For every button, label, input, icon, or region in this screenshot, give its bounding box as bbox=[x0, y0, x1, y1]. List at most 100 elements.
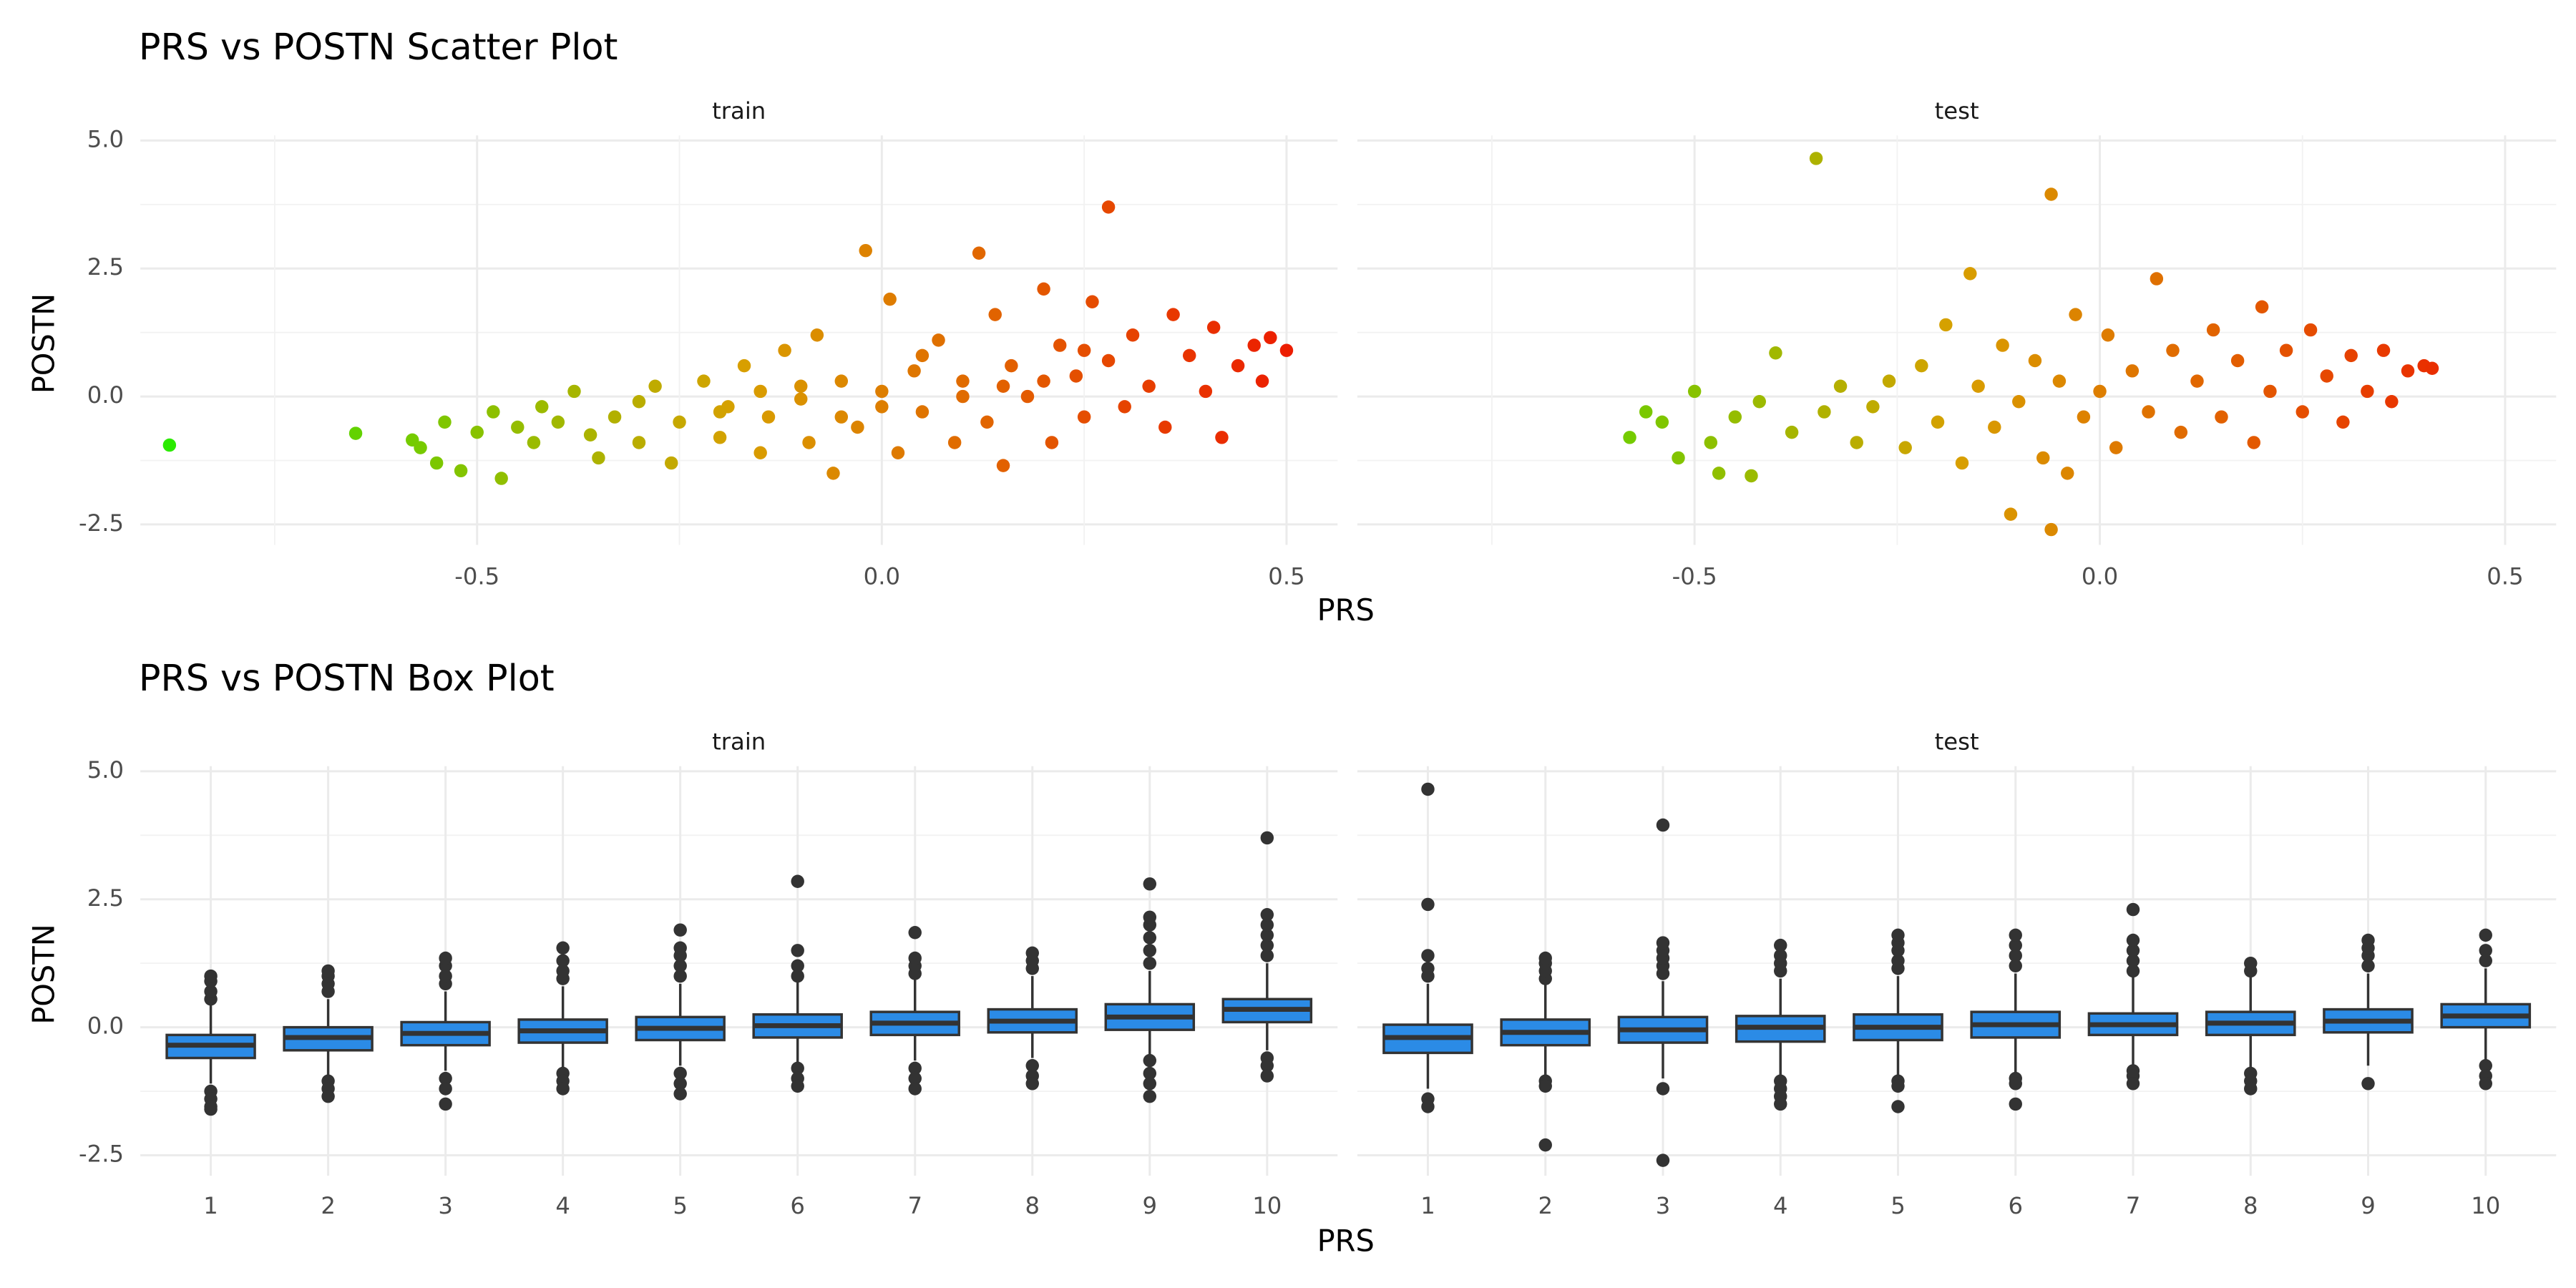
point bbox=[875, 400, 889, 414]
outlier bbox=[2479, 954, 2492, 967]
point bbox=[713, 405, 727, 419]
point bbox=[2206, 323, 2220, 337]
x-axis-label: PRS bbox=[1317, 592, 1375, 628]
point bbox=[1931, 415, 1945, 429]
outlier bbox=[1025, 1059, 1039, 1073]
point bbox=[2361, 384, 2374, 399]
x-tick-label: 4 bbox=[1773, 1192, 1788, 1219]
point bbox=[956, 374, 970, 388]
outlier bbox=[673, 923, 687, 937]
outlier bbox=[1143, 1066, 1157, 1080]
point bbox=[487, 405, 500, 419]
point bbox=[1809, 152, 1823, 165]
point bbox=[2125, 364, 2140, 378]
x-tick-label: 0.5 bbox=[2487, 563, 2523, 590]
outlier bbox=[2009, 928, 2022, 942]
point bbox=[794, 379, 808, 393]
x-axis-label: PRS bbox=[1317, 1224, 1375, 1259]
point bbox=[2150, 272, 2164, 286]
point bbox=[1264, 331, 1277, 345]
x-tick-label: 7 bbox=[907, 1192, 922, 1219]
point bbox=[2109, 441, 2123, 454]
outlier bbox=[1143, 910, 1157, 924]
point bbox=[794, 392, 808, 406]
point bbox=[915, 348, 930, 363]
point bbox=[1769, 346, 1782, 360]
point bbox=[2028, 353, 2042, 368]
outlier bbox=[1421, 897, 1435, 912]
point bbox=[883, 292, 897, 306]
outlier bbox=[439, 1097, 452, 1111]
outlier bbox=[556, 941, 570, 955]
point bbox=[2385, 395, 2399, 409]
outlier bbox=[1260, 928, 1274, 942]
point bbox=[1939, 318, 1953, 332]
outlier bbox=[1891, 1079, 1905, 1093]
chart-title: PRS vs POSTN Box Plot bbox=[139, 657, 555, 699]
point bbox=[1704, 436, 1718, 449]
point bbox=[2263, 384, 2277, 399]
point bbox=[2215, 410, 2228, 424]
outlier bbox=[2479, 1077, 2492, 1091]
point bbox=[1752, 395, 1767, 409]
point bbox=[2012, 395, 2026, 409]
point bbox=[713, 431, 727, 444]
outlier bbox=[1143, 956, 1157, 970]
point bbox=[1915, 358, 1928, 373]
x-tick-label: 10 bbox=[1252, 1192, 1282, 1219]
x-tick-label: 0.0 bbox=[864, 563, 900, 590]
outlier bbox=[673, 1066, 687, 1080]
point bbox=[2044, 522, 2058, 537]
y-tick-label: -2.5 bbox=[79, 1140, 124, 1167]
point bbox=[2247, 436, 2261, 449]
point bbox=[551, 415, 565, 429]
point bbox=[1745, 469, 1758, 483]
x-tick-label: -0.5 bbox=[454, 563, 499, 590]
point bbox=[348, 426, 363, 440]
point bbox=[1037, 282, 1050, 296]
point bbox=[851, 420, 864, 434]
x-tick-label: 3 bbox=[438, 1192, 453, 1219]
point bbox=[988, 308, 1002, 321]
point bbox=[1069, 369, 1083, 383]
outlier bbox=[673, 1077, 687, 1091]
strip-label: test bbox=[1935, 728, 1979, 755]
outlier bbox=[2009, 1077, 2022, 1091]
point bbox=[2303, 323, 2318, 337]
x-tick-label: 1 bbox=[203, 1192, 218, 1219]
point bbox=[1728, 410, 1742, 424]
point bbox=[1687, 384, 1702, 399]
point bbox=[665, 456, 678, 470]
outlier bbox=[791, 1061, 804, 1075]
point bbox=[1971, 379, 1985, 393]
outlier bbox=[791, 874, 804, 888]
outlier bbox=[439, 969, 452, 983]
outlier bbox=[2126, 944, 2140, 957]
point bbox=[1142, 379, 1156, 393]
x-tick-label: 10 bbox=[2471, 1192, 2500, 1219]
point bbox=[932, 333, 945, 347]
point bbox=[2004, 507, 2018, 521]
point bbox=[2296, 405, 2309, 419]
outlier bbox=[1538, 1079, 1552, 1093]
point bbox=[527, 436, 541, 449]
point bbox=[2101, 328, 2115, 342]
y-tick-label: 2.5 bbox=[87, 884, 124, 912]
point bbox=[891, 446, 905, 459]
y-tick-label: 2.5 bbox=[87, 253, 124, 280]
outlier bbox=[2361, 959, 2375, 972]
point bbox=[1077, 343, 1091, 357]
point bbox=[2376, 343, 2391, 357]
point bbox=[1623, 431, 1636, 444]
point bbox=[1247, 338, 1261, 352]
point bbox=[1077, 410, 1091, 424]
outlier bbox=[1891, 954, 1905, 967]
point bbox=[1020, 389, 1035, 404]
point bbox=[2077, 410, 2091, 424]
point bbox=[1126, 328, 1140, 342]
x-tick-label: 2 bbox=[1538, 1192, 1553, 1219]
point bbox=[972, 246, 986, 260]
outlier bbox=[2244, 1082, 2258, 1096]
point bbox=[2069, 308, 2082, 321]
